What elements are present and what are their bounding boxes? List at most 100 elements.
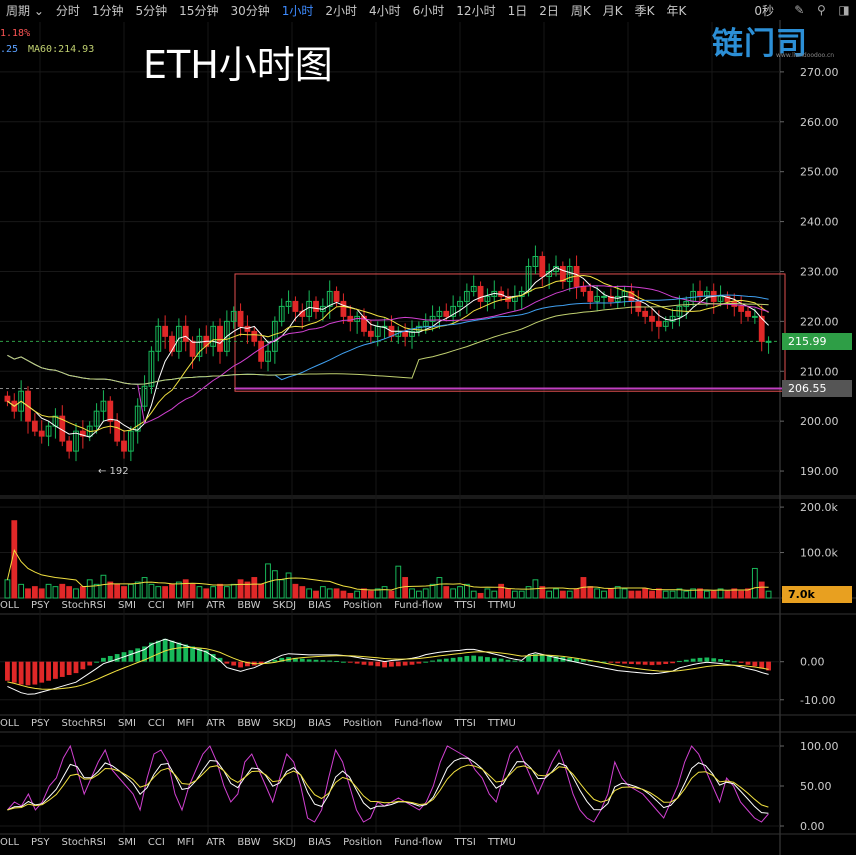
period-16[interactable]: 年K	[666, 3, 687, 18]
indicator-tab-ttmu[interactable]: TTMU	[487, 837, 516, 848]
macd-bar	[46, 661, 51, 681]
camera-icon[interactable]: ◨	[838, 3, 850, 17]
period-9[interactable]: 6小时	[412, 3, 445, 18]
volume-bar	[642, 588, 649, 599]
indicator-tab-ttmu[interactable]: TTMU	[487, 718, 516, 729]
indicator-tab-mfi[interactable]: MFI	[176, 837, 195, 848]
candle-body	[614, 295, 621, 302]
last-price-tag: 215.99	[782, 333, 852, 351]
macd-bar	[766, 661, 771, 671]
y-tick-label: 270.00	[800, 66, 839, 79]
volume-bar	[518, 590, 525, 599]
period-10[interactable]: 12小时	[456, 3, 496, 18]
indicator-tab-psy[interactable]: PSY	[31, 600, 50, 611]
indicator-tab-psy[interactable]: PSY	[31, 837, 50, 848]
candle-body	[697, 290, 703, 297]
candle-body	[38, 430, 45, 437]
period-2[interactable]: 1分钟	[91, 3, 124, 18]
indicator-tab-position[interactable]: Position	[343, 718, 383, 729]
indicator-tab-stochrsi[interactable]: StochRSI	[61, 718, 106, 729]
candle-body	[594, 295, 601, 302]
period-8[interactable]: 4小时	[369, 3, 401, 18]
volume-bar	[141, 577, 148, 599]
period-14[interactable]: 月K	[602, 3, 623, 18]
period-5[interactable]: 30分钟	[230, 3, 270, 18]
indicator-tab-cci[interactable]: CCI	[147, 718, 165, 729]
macd-bar	[601, 661, 607, 663]
period-1[interactable]: 分时	[55, 3, 80, 18]
indicator-tab-bias[interactable]: BIAS	[308, 600, 332, 611]
volume-bar	[203, 588, 210, 599]
indicator-tab-psy[interactable]: PSY	[31, 718, 50, 729]
indicator-tab-atr[interactable]: ATR	[206, 837, 226, 848]
indicator-tab-skdj[interactable]: SKDJ	[272, 837, 297, 848]
period-12[interactable]: 2日	[539, 3, 559, 18]
y-tick-label: 250.00	[800, 166, 839, 179]
indicator-tab-smi[interactable]: SMI	[117, 837, 136, 848]
macd-bar	[80, 661, 86, 670]
candle-body	[107, 400, 114, 422]
macd-bar	[656, 661, 662, 665]
indicator-tab-ttsi[interactable]: TTSI	[454, 718, 476, 729]
period-11[interactable]: 1日	[507, 3, 528, 18]
moving-average-20	[7, 285, 769, 425]
indicator-tab-bias[interactable]: BIAS	[308, 718, 332, 729]
volume-bar	[79, 586, 86, 599]
volume-bar	[415, 590, 422, 599]
indicator-tab-bbw[interactable]: BBW	[237, 600, 261, 611]
indicator-tab-atr[interactable]: ATR	[206, 718, 226, 729]
ma-value: .25	[0, 44, 19, 55]
indicator-tab-ttsi[interactable]: TTSI	[454, 837, 476, 848]
indicator-tab-oll[interactable]: OLL	[0, 837, 20, 848]
period-4[interactable]: 15分钟	[179, 3, 219, 18]
pencil-icon[interactable]: ✎	[794, 3, 805, 17]
indicator-tab-ttsi[interactable]: TTSI	[454, 600, 476, 611]
indicator-tab-ttmu[interactable]: TTMU	[487, 600, 516, 611]
indicator-tab-oll[interactable]: OLL	[0, 600, 20, 611]
indicator-tab-atr[interactable]: ATR	[206, 600, 226, 611]
indicator-tab-skdj[interactable]: SKDJ	[272, 718, 297, 729]
stoch-j-line	[7, 764, 769, 811]
indicator-tab-bbw[interactable]: BBW	[237, 718, 261, 729]
indicator-tab-cci[interactable]: CCI	[147, 600, 165, 611]
indicator-tab-smi[interactable]: SMI	[117, 718, 136, 729]
indicator-tab-position[interactable]: Position	[343, 600, 383, 611]
period-0[interactable]: 周期 ⌄	[6, 3, 44, 18]
volume-last-tag: 7.0k	[782, 585, 852, 603]
indicator-tab-stochrsi[interactable]: StochRSI	[61, 600, 106, 611]
indicator-tab-mfi[interactable]: MFI	[176, 600, 195, 611]
macd-bar	[642, 661, 648, 665]
macd-bar	[224, 661, 230, 664]
macd-bar	[203, 650, 209, 662]
indicator-tab-bbw[interactable]: BBW	[237, 837, 261, 848]
indicator-tab-mfi[interactable]: MFI	[176, 718, 195, 729]
volume-bar	[162, 586, 169, 599]
indicator-tab-bias[interactable]: BIAS	[308, 837, 332, 848]
indicator-tab-skdj[interactable]: SKDJ	[272, 600, 297, 611]
candle-body	[100, 400, 107, 412]
ma60-value: MA60:214.93	[28, 44, 95, 55]
macd-bar	[416, 661, 422, 664]
indicator-tab-position[interactable]: Position	[343, 837, 383, 848]
chart-title: ETH小时图	[143, 43, 333, 87]
indicator-tab-fund-flow[interactable]: Fund-flow	[394, 718, 443, 729]
volume-bar	[31, 586, 38, 599]
volume-bar	[683, 590, 690, 599]
candle-body	[162, 325, 169, 337]
period-7[interactable]: 2小时	[325, 3, 358, 18]
site-logo-subtitle: www.liandoodoo.cn	[776, 52, 835, 59]
indicator-tab-smi[interactable]: SMI	[117, 600, 136, 611]
volume-bar	[484, 588, 491, 599]
period-3[interactable]: 5分钟	[135, 3, 168, 18]
indicator-tab-fund-flow[interactable]: Fund-flow	[394, 837, 443, 848]
volume-bar	[498, 583, 505, 599]
indicator-tab-oll[interactable]: OLL	[0, 718, 20, 729]
indicator-tab-cci[interactable]: CCI	[147, 837, 165, 848]
macd-bar	[409, 661, 415, 665]
indicator-tab-stochrsi[interactable]: StochRSI	[61, 837, 106, 848]
period-15[interactable]: 季K	[634, 3, 655, 18]
period-6[interactable]: 1小时	[281, 3, 314, 18]
indicator-tab-fund-flow[interactable]: Fund-flow	[394, 600, 443, 611]
period-13[interactable]: 周K	[570, 3, 591, 18]
search-icon[interactable]: ⚲	[816, 3, 826, 17]
